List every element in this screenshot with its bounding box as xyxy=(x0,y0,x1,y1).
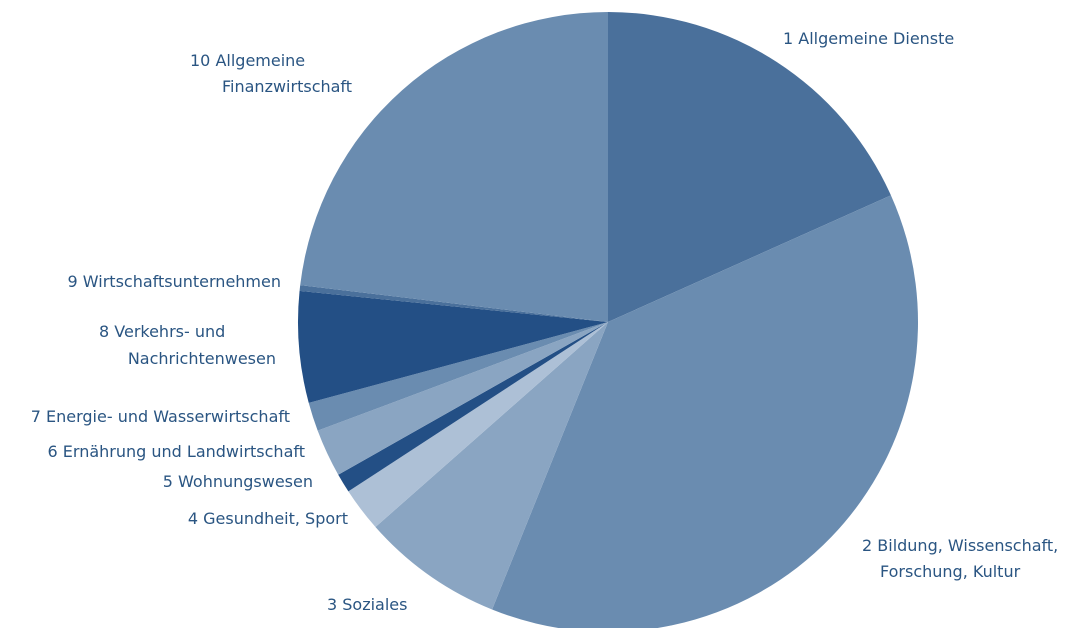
slice-label: 5 Wohnungswesen xyxy=(163,472,313,491)
pie-slice xyxy=(299,285,608,322)
slice-label: 3 Soziales xyxy=(327,595,407,614)
pie-slice xyxy=(608,12,891,322)
pie-slice xyxy=(298,290,608,403)
slice-label: Nachrichtenwesen xyxy=(128,349,276,368)
pie-slice xyxy=(308,322,608,431)
slice-label: 9 Wirtschaftsunternehmen xyxy=(68,272,281,291)
pie-slice xyxy=(317,322,608,475)
pie-slice xyxy=(375,322,608,610)
pie-slice xyxy=(492,195,918,628)
slice-label: 8 Verkehrs- und xyxy=(99,322,225,341)
slice-label: 10 Allgemeine xyxy=(190,51,305,70)
slice-label: Finanzwirtschaft xyxy=(222,77,352,96)
slice-label: 4 Gesundheit, Sport xyxy=(188,509,348,528)
pie-slice xyxy=(300,12,608,322)
slice-label: 6 Ernährung und Landwirtschaft xyxy=(48,442,305,461)
pie-slice xyxy=(338,322,608,492)
slice-label: 1 Allgemeine Dienste xyxy=(783,29,954,48)
slice-label: Forschung, Kultur xyxy=(880,562,1021,581)
slice-label: 7 Energie- und Wasserwirtschaft xyxy=(31,407,290,426)
slice-label: 2 Bildung, Wissenschaft, xyxy=(862,536,1058,555)
pie-slice xyxy=(348,322,608,528)
